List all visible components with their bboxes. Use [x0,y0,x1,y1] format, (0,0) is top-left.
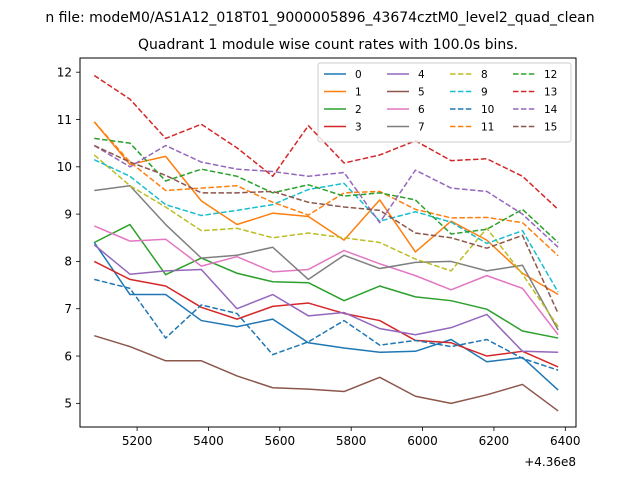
legend-label-13: 13 [544,87,557,99]
legend-label-1: 1 [355,87,362,99]
y-tick-label: 8 [64,255,72,269]
y-tick-label: 5 [64,397,72,411]
series-line-7 [94,184,559,331]
legend-label-0: 0 [355,69,362,81]
chart-title: Quadrant 1 module wise count rates with … [138,37,518,53]
legend-label-7: 7 [418,122,425,134]
series-line-5 [94,334,559,412]
legend-label-12: 12 [544,69,557,81]
series-line-6 [93,225,559,336]
y-tick-label: 11 [57,113,72,127]
legend-label-3: 3 [355,122,362,134]
x-tick-label: 5600 [265,434,296,448]
legend-box [317,62,572,143]
y-tick-label: 9 [64,207,72,221]
series-line-2 [93,223,559,339]
series-line-9 [93,159,559,293]
series-line-11 [93,121,559,257]
y-tick-label: 10 [57,160,72,174]
x-tick-label: 6200 [479,434,510,448]
series-line-4 [93,244,559,353]
series-line-8 [93,154,559,328]
series-line-12 [94,137,559,244]
series-line-14 [93,144,559,248]
x-axis-offset-label: +4.36e8 [524,455,576,469]
legend-label-9: 9 [481,87,488,99]
series-line-1 [93,121,559,296]
x-tick-label: 5200 [122,434,153,448]
legend-label-15: 15 [544,122,557,134]
plot-area [93,74,559,412]
x-tick-label: 6000 [407,434,438,448]
x-tick-label: 6400 [550,434,581,448]
y-tick-label: 12 [57,65,72,79]
x-tick-label: 5800 [336,434,367,448]
y-axis: 5 6 7 8 9 10 11 12 [57,65,80,411]
figure-suptitle: n file: modeM0/AS1A12_018T01_9000005896_… [45,10,594,26]
series-line-0 [93,242,559,391]
series-line-15 [93,144,559,314]
axes-frame [79,57,577,428]
legend-label-6: 6 [418,104,425,116]
legend-label-5: 5 [418,87,425,99]
series-line-13 [93,74,559,210]
legend-label-8: 8 [481,69,488,81]
legend-label-10: 10 [481,104,494,116]
series-line-10 [94,278,559,371]
legend-label-4: 4 [418,69,425,81]
series-line-3 [93,260,559,368]
y-tick-label: 7 [64,302,72,316]
legend-label-11: 11 [481,122,494,134]
x-tick-label: 5400 [193,434,224,448]
legend-label-14: 14 [544,104,558,116]
legend-label-2: 2 [355,104,362,116]
x-axis: 5200 5400 5600 5800 6000 6200 6400 [122,427,581,448]
y-tick-label: 6 [64,349,72,363]
